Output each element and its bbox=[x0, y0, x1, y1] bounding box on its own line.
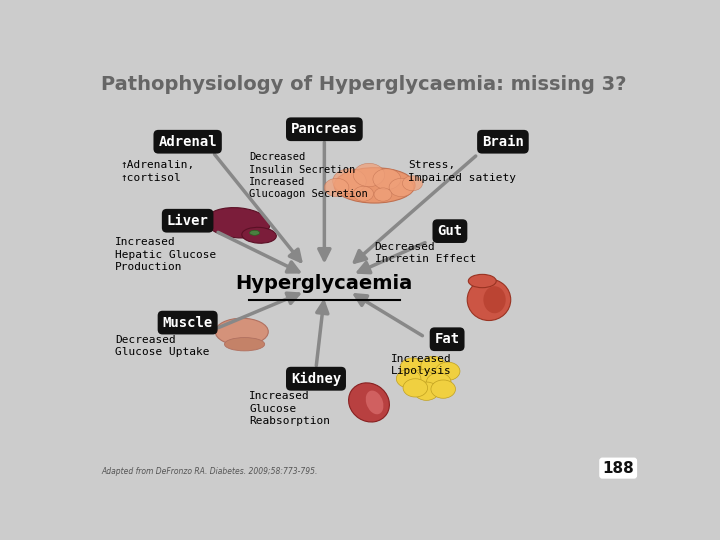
Text: Decreased
Insulin Secretion
Increased
Glucoagon Secretion: Decreased Insulin Secretion Increased Gl… bbox=[249, 152, 368, 199]
Circle shape bbox=[403, 379, 428, 397]
Ellipse shape bbox=[468, 274, 496, 288]
Circle shape bbox=[436, 362, 460, 380]
Text: Increased
Lipolysis: Increased Lipolysis bbox=[392, 354, 452, 376]
Circle shape bbox=[410, 369, 434, 388]
Text: Decreased
Incretin Effect: Decreased Incretin Effect bbox=[374, 241, 476, 264]
Circle shape bbox=[354, 163, 384, 187]
Circle shape bbox=[373, 169, 401, 190]
Text: Pancreas: Pancreas bbox=[291, 122, 358, 136]
Text: 188: 188 bbox=[603, 461, 634, 476]
Ellipse shape bbox=[242, 227, 276, 243]
Circle shape bbox=[324, 178, 349, 197]
Circle shape bbox=[333, 169, 366, 194]
Circle shape bbox=[414, 382, 438, 400]
Text: Pathophysiology of Hyperglycaemia: missing 3?: Pathophysiology of Hyperglycaemia: missi… bbox=[101, 75, 626, 94]
Text: Gut: Gut bbox=[437, 224, 462, 238]
Circle shape bbox=[426, 373, 451, 391]
Circle shape bbox=[396, 369, 421, 388]
Text: Increased
Hepatic Glucose
Production: Increased Hepatic Glucose Production bbox=[115, 238, 217, 272]
Circle shape bbox=[402, 176, 423, 191]
Ellipse shape bbox=[483, 286, 505, 313]
Circle shape bbox=[389, 178, 414, 197]
Circle shape bbox=[354, 186, 374, 201]
Circle shape bbox=[431, 380, 456, 399]
Text: Muscle: Muscle bbox=[163, 315, 213, 329]
Text: Decreased
Glucose Uptake: Decreased Glucose Uptake bbox=[115, 335, 210, 357]
Ellipse shape bbox=[366, 390, 384, 414]
Ellipse shape bbox=[206, 207, 270, 238]
Text: Fat: Fat bbox=[435, 332, 459, 346]
Ellipse shape bbox=[225, 338, 265, 351]
Ellipse shape bbox=[215, 318, 269, 345]
Text: Liver: Liver bbox=[167, 214, 209, 228]
Ellipse shape bbox=[467, 279, 510, 321]
Text: Stress,
Impaired satiety: Stress, Impaired satiety bbox=[408, 160, 516, 183]
Text: Adrenal: Adrenal bbox=[158, 134, 217, 149]
Ellipse shape bbox=[348, 383, 390, 422]
Ellipse shape bbox=[250, 230, 260, 235]
Ellipse shape bbox=[334, 168, 415, 203]
Text: ↑Adrenalin,
↑cortisol: ↑Adrenalin, ↑cortisol bbox=[121, 160, 195, 183]
Text: Adapted from DeFronzo RA. Diabetes. 2009;58:773-795.: Adapted from DeFronzo RA. Diabetes. 2009… bbox=[101, 467, 318, 476]
Text: Increased
Glucose
Reabsorption: Increased Glucose Reabsorption bbox=[249, 391, 330, 426]
Circle shape bbox=[421, 356, 446, 375]
Text: Kidney: Kidney bbox=[291, 372, 341, 386]
Circle shape bbox=[374, 188, 392, 201]
Text: Brain: Brain bbox=[482, 134, 524, 149]
Circle shape bbox=[400, 358, 425, 376]
Text: Hyperglycaemia: Hyperglycaemia bbox=[235, 274, 413, 293]
